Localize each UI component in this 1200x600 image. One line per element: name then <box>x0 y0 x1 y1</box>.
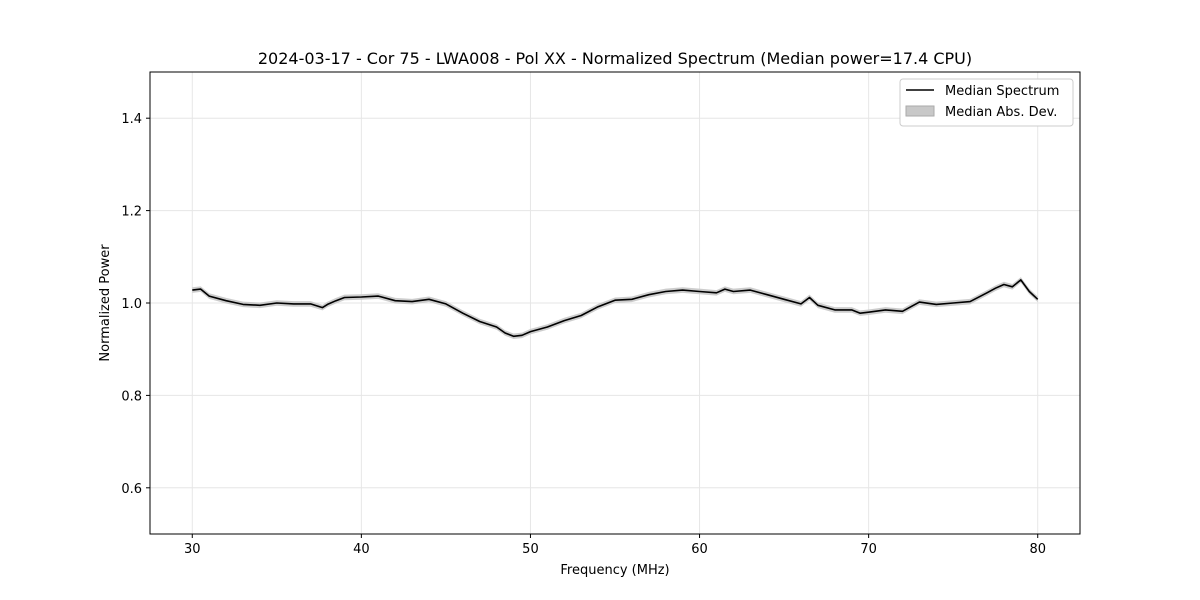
y-tick-label: 0.6 <box>121 482 142 497</box>
x-tick-label: 60 <box>691 542 708 557</box>
x-tick-label: 50 <box>522 542 539 557</box>
y-tick-label: 0.8 <box>121 389 142 404</box>
median-spectrum-layer <box>192 279 1039 338</box>
legend-box <box>899 78 1074 127</box>
x-tick-label: 70 <box>860 542 877 557</box>
y-tick-label: 1.2 <box>121 205 142 220</box>
y-tick-label: 1.0 <box>121 297 142 312</box>
legend-band-swatch <box>905 105 935 117</box>
x-axis-ticks: 30 40 50 60 70 80 <box>184 534 1046 557</box>
chart-title: 2024-03-17 - Cor 75 - LWA008 - Pol XX - … <box>258 49 972 68</box>
x-tick-label: 40 <box>353 542 370 557</box>
x-tick-label: 80 <box>1029 542 1046 557</box>
y-tick-label: 1.4 <box>121 112 142 127</box>
legend-median-abs-dev: Median Abs. Dev. <box>945 105 1057 120</box>
legend: Median Spectrum Median Abs. Dev. <box>899 78 1074 127</box>
x-axis-label: Frequency (MHz) <box>560 563 669 578</box>
y-axis-label: Normalized Power <box>98 244 113 362</box>
median-spectrum-line <box>192 279 1039 338</box>
y-axis-ticks: 0.6 0.8 1.0 1.2 1.4 <box>121 112 150 497</box>
x-tick-label: 30 <box>184 542 201 557</box>
legend-median-spectrum: Median Spectrum <box>945 84 1059 99</box>
